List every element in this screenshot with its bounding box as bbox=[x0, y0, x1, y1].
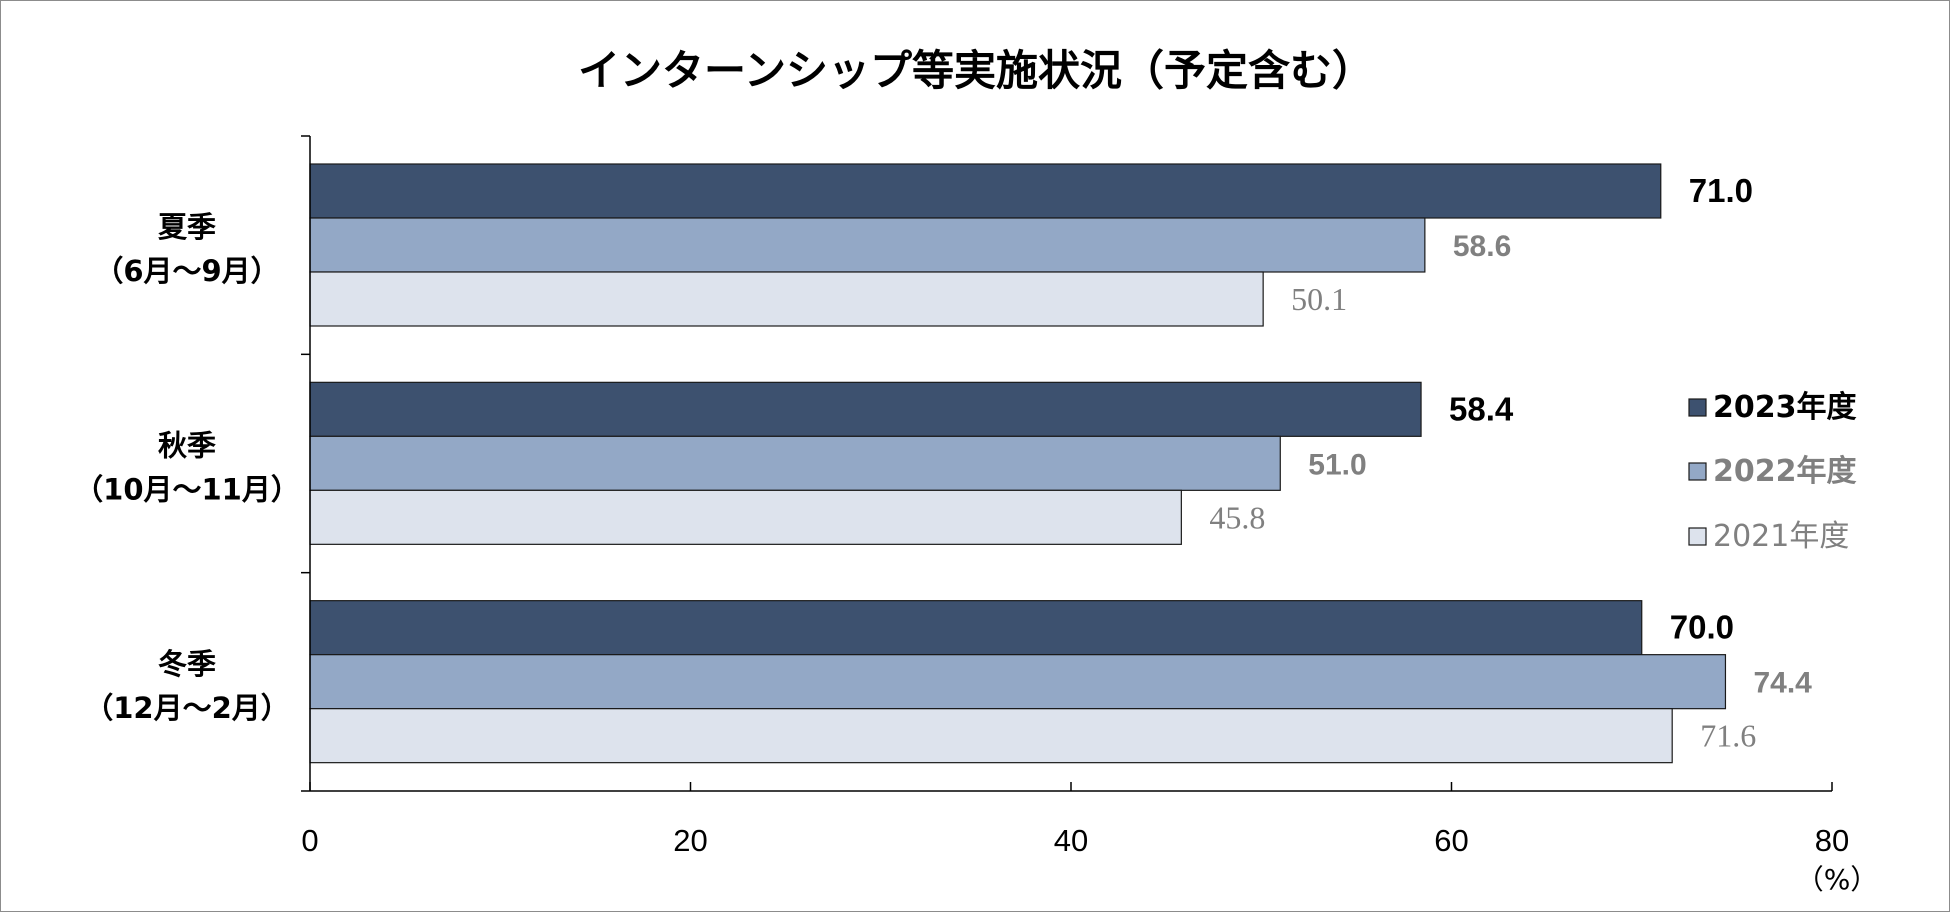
data-label: 58.4 bbox=[1449, 390, 1514, 427]
x-tick-label: 60 bbox=[1434, 823, 1468, 858]
category-label: 冬季 bbox=[158, 647, 216, 681]
legend: 2023年度 2022年度 2021年度 bbox=[1688, 390, 1857, 554]
legend-label: 2023年度 bbox=[1713, 390, 1857, 425]
legend-swatch bbox=[1688, 398, 1707, 417]
x-axis-unit: （%） bbox=[1796, 863, 1879, 896]
x-tick-label: 40 bbox=[1054, 823, 1088, 858]
data-label: 45.8 bbox=[1209, 499, 1265, 535]
x-tick-label: 20 bbox=[673, 823, 707, 858]
legend-swatch bbox=[1688, 462, 1707, 481]
plot-area: 71.0 58.6 50.1 夏季 （6月～9月） 58.4 51.0 45.8 秋季 （10月～… bbox=[74, 135, 1879, 896]
bar-2-series-1 bbox=[309, 381, 1422, 437]
bar-1-series-1 bbox=[309, 163, 1662, 219]
category-label: 夏季 bbox=[158, 210, 216, 244]
data-label: 71.0 bbox=[1689, 172, 1753, 209]
bar-3-series-3 bbox=[309, 708, 1673, 764]
data-label: 74.4 bbox=[1753, 667, 1812, 700]
data-label: 70.0 bbox=[1670, 609, 1734, 646]
bar-3-series-2 bbox=[309, 654, 1727, 710]
x-tick-label: 0 bbox=[301, 823, 318, 858]
legend-label: 2022年度 bbox=[1713, 454, 1857, 489]
data-label: 58.6 bbox=[1453, 230, 1511, 263]
bar-1-series-3 bbox=[309, 271, 1264, 327]
category-period-label: （10月～11月） bbox=[74, 473, 300, 507]
legend-label: 2021年度 bbox=[1713, 519, 1849, 554]
chart-title: インターンシップ等実施状況（予定含む） bbox=[578, 46, 1374, 95]
bar-2-series-2 bbox=[309, 435, 1281, 491]
category-period-label: （12月～2月） bbox=[84, 691, 290, 725]
legend-swatch bbox=[1688, 527, 1707, 546]
x-tick-label: 80 bbox=[1815, 823, 1849, 858]
data-label: 51.0 bbox=[1308, 448, 1366, 481]
data-label: 50.1 bbox=[1291, 281, 1347, 317]
bar-2-series-3 bbox=[309, 489, 1182, 545]
category-label: 秋季 bbox=[158, 429, 216, 463]
data-label: 71.6 bbox=[1700, 718, 1756, 754]
bar-3-series-1 bbox=[309, 600, 1643, 656]
bar-1-series-2 bbox=[309, 217, 1426, 273]
category-period-label: （6月～9月） bbox=[94, 254, 279, 288]
